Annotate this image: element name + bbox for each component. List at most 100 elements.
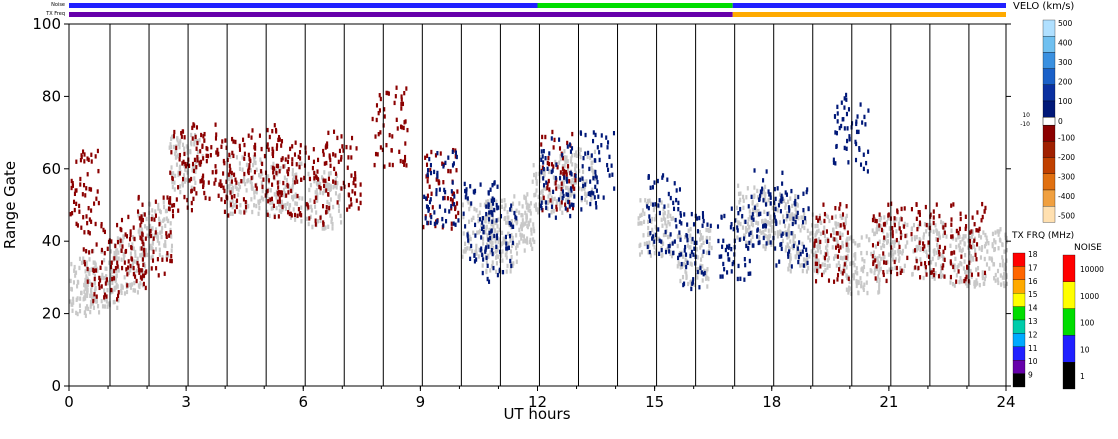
data-cell xyxy=(103,251,106,256)
data-cell xyxy=(550,169,553,175)
x-tick-label: 21 xyxy=(879,393,898,411)
data-cell xyxy=(547,178,550,184)
data-cell xyxy=(193,157,196,163)
data-cell xyxy=(975,278,978,283)
data-cell xyxy=(883,254,886,260)
velocity-color-cell xyxy=(1042,173,1056,191)
data-cell xyxy=(651,216,654,222)
data-cell xyxy=(313,176,316,181)
data-cell xyxy=(186,197,189,203)
data-cell xyxy=(529,218,532,223)
data-cell xyxy=(385,142,388,148)
data-cell xyxy=(138,232,141,237)
data-cell xyxy=(658,198,661,203)
data-cell xyxy=(855,283,858,289)
data-cell xyxy=(565,176,568,182)
data-cell xyxy=(254,183,257,188)
data-cell xyxy=(495,249,498,254)
data-cell xyxy=(862,287,865,292)
data-cell xyxy=(893,239,896,245)
data-cell xyxy=(781,231,784,236)
data-cell xyxy=(450,221,453,226)
data-cell xyxy=(203,138,206,143)
data-cell xyxy=(794,241,797,246)
data-cell xyxy=(761,219,764,224)
data-cell xyxy=(325,188,328,193)
data-cell xyxy=(178,164,182,169)
data-cell xyxy=(815,254,818,259)
data-cell xyxy=(340,155,343,160)
data-cell xyxy=(799,228,802,233)
data-cell xyxy=(313,179,316,184)
data-cell xyxy=(799,249,802,254)
data-cell xyxy=(951,281,955,287)
data-cell xyxy=(505,255,508,260)
data-cell xyxy=(449,169,452,174)
data-cell xyxy=(346,207,349,212)
data-cell xyxy=(496,248,499,253)
data-cell xyxy=(897,258,901,263)
data-cell xyxy=(936,242,939,248)
data-cell xyxy=(132,288,135,293)
data-cell xyxy=(837,260,840,266)
data-cell xyxy=(575,163,578,169)
data-cell xyxy=(537,207,540,212)
data-cell xyxy=(877,270,880,275)
data-cell xyxy=(981,201,984,207)
x-tick-label: 24 xyxy=(996,393,1015,411)
data-cell xyxy=(310,204,313,209)
data-cell xyxy=(461,202,464,207)
data-cell xyxy=(215,132,218,137)
data-cell xyxy=(845,111,848,117)
data-cell xyxy=(797,249,800,254)
data-cell xyxy=(169,200,172,205)
data-cell xyxy=(491,222,494,227)
data-cell xyxy=(72,300,75,305)
data-cell xyxy=(155,227,158,232)
data-cell xyxy=(788,223,791,228)
data-cell xyxy=(457,218,460,223)
data-cell xyxy=(760,230,763,235)
data-cell xyxy=(283,193,286,198)
data-cell xyxy=(309,182,312,188)
y-tick-label: 80 xyxy=(42,87,61,105)
data-cell xyxy=(347,182,350,188)
data-cell xyxy=(174,151,177,156)
data-cell xyxy=(924,268,927,274)
data-cell xyxy=(294,194,297,199)
data-cell xyxy=(824,245,828,250)
data-cell xyxy=(298,164,301,170)
data-cell xyxy=(900,217,903,222)
data-cell xyxy=(92,268,95,273)
data-cell xyxy=(291,168,294,173)
data-cell xyxy=(885,278,888,284)
data-cell xyxy=(730,269,733,274)
data-cell xyxy=(428,184,431,189)
data-cell xyxy=(80,260,83,265)
data-cell xyxy=(943,230,946,235)
noise-bar xyxy=(69,3,1006,8)
data-cell xyxy=(501,230,504,236)
data-cell xyxy=(897,221,900,226)
data-cell xyxy=(117,293,120,299)
data-cell xyxy=(872,250,876,255)
data-cell xyxy=(791,221,794,227)
data-cell xyxy=(748,258,751,264)
data-cell xyxy=(201,143,204,148)
data-cell xyxy=(274,127,278,133)
data-cell xyxy=(801,263,804,268)
data-cell xyxy=(605,135,608,140)
data-cell xyxy=(125,234,129,239)
data-cell xyxy=(938,244,941,250)
data-cell xyxy=(815,261,819,266)
data-cell xyxy=(83,159,86,164)
data-cell xyxy=(138,268,141,273)
data-cell xyxy=(266,176,269,181)
data-cell xyxy=(676,243,679,249)
data-cell xyxy=(574,170,577,175)
data-cell xyxy=(742,236,746,241)
data-cell xyxy=(71,180,74,186)
data-cell xyxy=(275,205,278,211)
data-cell xyxy=(676,264,679,269)
data-cell xyxy=(141,253,144,258)
